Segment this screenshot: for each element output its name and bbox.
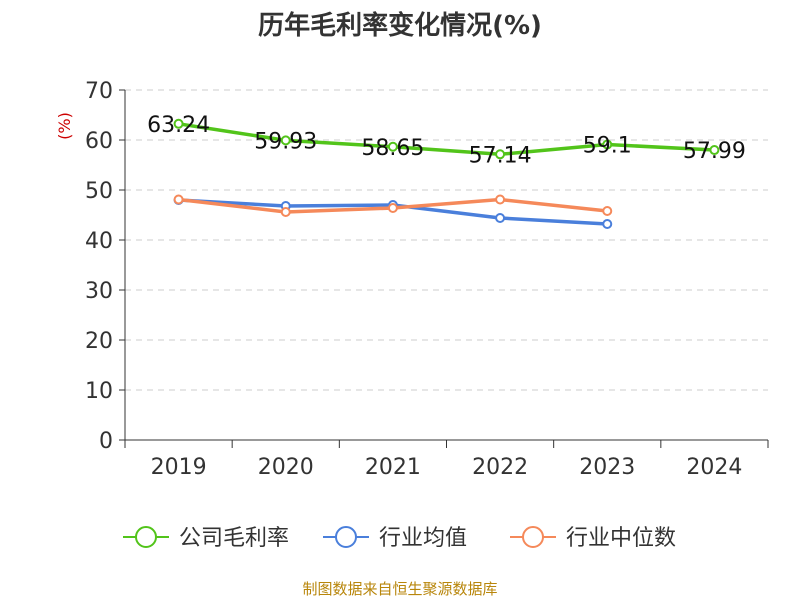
x-tick-label: 2021 bbox=[365, 455, 421, 480]
y-tick-label: 60 bbox=[85, 129, 113, 154]
legend-label: 公司毛利率 bbox=[179, 526, 289, 551]
series-lines bbox=[173, 118, 720, 229]
y-axis-unit: (%) bbox=[55, 112, 74, 140]
y-tick-label: 30 bbox=[85, 279, 113, 304]
x-tick-label: 2023 bbox=[579, 455, 635, 480]
y-tick-label: 20 bbox=[85, 329, 113, 354]
y-tick-label: 70 bbox=[85, 79, 113, 104]
data-point bbox=[495, 149, 506, 160]
source-note: 制图数据来自恒生聚源数据库 bbox=[302, 580, 497, 598]
data-point bbox=[280, 207, 291, 217]
legend-label: 行业中位数 bbox=[566, 526, 676, 551]
data-label: 63.24 bbox=[147, 113, 210, 138]
data-point bbox=[387, 141, 398, 152]
legend-marker bbox=[335, 526, 357, 548]
data-point bbox=[387, 203, 398, 213]
data-point bbox=[173, 118, 184, 129]
data-point bbox=[602, 219, 613, 229]
x-tick-label: 2024 bbox=[686, 455, 742, 480]
legend-marker bbox=[135, 526, 157, 548]
axes bbox=[119, 89, 769, 448]
data-label: 59.93 bbox=[254, 129, 317, 154]
legend: 公司毛利率 行业均值 行业中位数 bbox=[123, 526, 676, 551]
data-point bbox=[280, 135, 291, 146]
data-point bbox=[709, 145, 720, 156]
chart-title: 历年毛利率变化情况(%) bbox=[258, 10, 542, 41]
x-tick-label: 2019 bbox=[151, 455, 207, 480]
data-label: 58.65 bbox=[361, 136, 424, 161]
y-tick-labels: 0 10 20 30 40 50 60 70 bbox=[85, 79, 113, 454]
x-tick-label: 2020 bbox=[258, 455, 314, 480]
legend-label: 行业均值 bbox=[379, 526, 467, 551]
data-point bbox=[495, 194, 506, 205]
data-point bbox=[602, 206, 613, 216]
data-point bbox=[602, 139, 613, 150]
y-tick-label: 50 bbox=[85, 179, 113, 204]
data-label: 59.1 bbox=[583, 134, 632, 159]
data-point bbox=[173, 194, 184, 205]
y-tick-label: 40 bbox=[85, 229, 113, 254]
legend-marker bbox=[522, 526, 544, 548]
x-tick-labels: 2019 2020 2021 2022 2023 2024 bbox=[151, 455, 743, 480]
y-tick-label: 0 bbox=[99, 429, 113, 454]
series-line bbox=[176, 122, 717, 157]
data-label: 57.14 bbox=[469, 143, 532, 168]
data-labels: 63.24 59.93 58.65 57.14 59.1 57.99 bbox=[147, 113, 746, 169]
y-tick-label: 10 bbox=[85, 379, 113, 404]
data-point bbox=[495, 213, 506, 223]
data-label: 57.99 bbox=[683, 139, 746, 164]
grid-lines bbox=[125, 89, 768, 391]
x-tick-label: 2022 bbox=[472, 455, 528, 480]
